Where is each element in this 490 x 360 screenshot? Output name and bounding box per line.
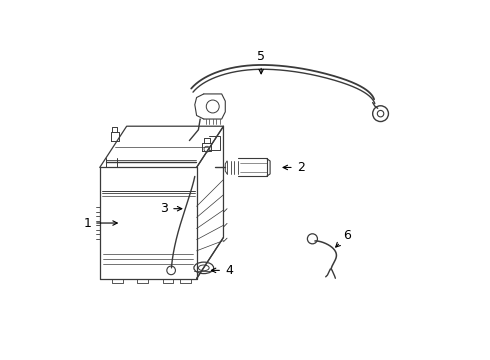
Text: 3: 3 bbox=[160, 202, 182, 215]
Text: 5: 5 bbox=[257, 50, 265, 74]
Text: 4: 4 bbox=[211, 264, 233, 277]
Text: 1: 1 bbox=[83, 216, 117, 230]
Text: 2: 2 bbox=[283, 161, 304, 174]
Text: 6: 6 bbox=[336, 229, 351, 247]
